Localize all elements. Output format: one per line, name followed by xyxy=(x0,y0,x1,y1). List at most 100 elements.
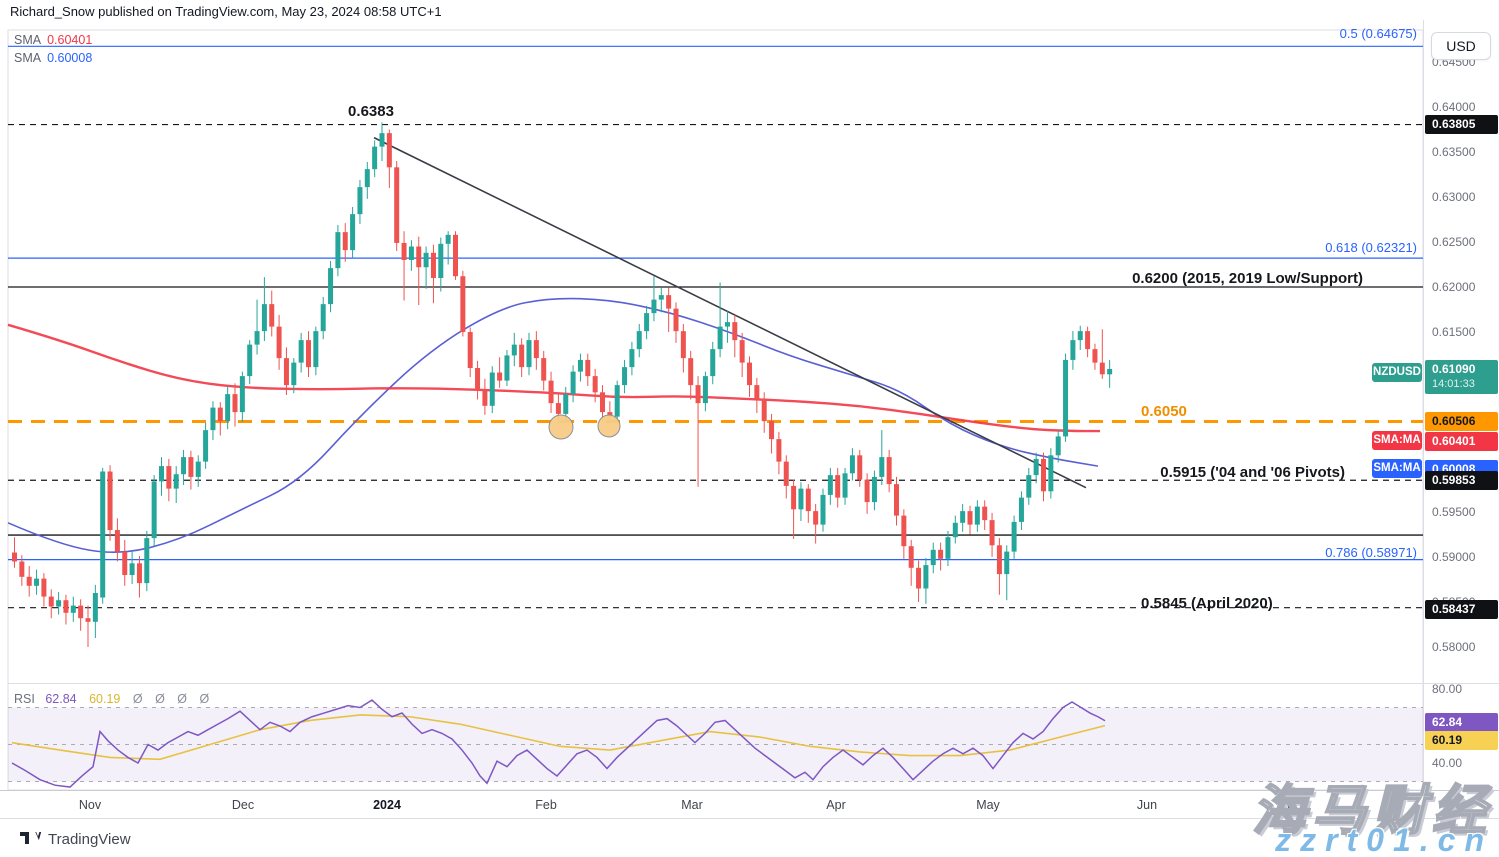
candle xyxy=(276,326,282,359)
candle xyxy=(533,340,539,359)
rsi-ma-line xyxy=(11,714,1106,761)
candle xyxy=(820,494,826,525)
month-label-2024: 2024 xyxy=(373,798,401,812)
candle xyxy=(181,457,187,475)
candle xyxy=(886,457,892,485)
candle xyxy=(857,455,863,480)
candle xyxy=(225,394,231,422)
candle xyxy=(967,511,973,525)
candle xyxy=(526,340,532,368)
candle xyxy=(239,376,245,413)
watermark-cjk: 海马财经 xyxy=(1251,780,1492,842)
candle xyxy=(283,358,289,386)
candle xyxy=(401,242,407,261)
candle xyxy=(592,376,598,393)
candle xyxy=(732,322,738,341)
candle xyxy=(813,511,819,525)
candle xyxy=(232,394,238,413)
sma1-label: SMA xyxy=(14,33,42,47)
candle xyxy=(864,479,870,503)
candle xyxy=(1048,455,1054,492)
price-axis-badge: 0.60506 xyxy=(1425,411,1498,431)
candle xyxy=(1033,458,1039,476)
candle xyxy=(1011,521,1017,552)
month-label-Dec: Dec xyxy=(231,798,255,812)
price-axis-badge: 0.58437 xyxy=(1425,599,1498,619)
candle xyxy=(945,537,951,559)
candle xyxy=(188,457,194,477)
candle xyxy=(41,578,47,597)
candle xyxy=(842,473,848,498)
candle xyxy=(783,461,789,486)
month-label-Jul: Jul xyxy=(1281,798,1297,812)
level-annotation: 0.786 (0.58971) xyxy=(1325,545,1417,560)
price-tick-label: 0.63500 xyxy=(1432,145,1476,160)
symbol-axis-badge: NZDUSD xyxy=(1372,363,1422,382)
candle xyxy=(63,600,69,613)
candle xyxy=(386,133,392,168)
candle xyxy=(504,355,510,381)
candle xyxy=(1004,551,1010,575)
candle xyxy=(710,349,716,377)
candle xyxy=(136,563,142,584)
candle xyxy=(570,371,576,395)
candle xyxy=(203,430,209,462)
candle xyxy=(739,340,745,363)
candle xyxy=(666,295,672,309)
candle xyxy=(982,506,988,521)
rsi-tick-label: 80.00 xyxy=(1432,682,1463,696)
candle xyxy=(78,605,84,619)
candle xyxy=(548,380,554,404)
candle xyxy=(827,475,833,495)
candle xyxy=(974,506,980,525)
currency-toggle-button[interactable]: USD xyxy=(1431,32,1491,60)
candle xyxy=(151,481,157,539)
price-axis-badge: 60.19 xyxy=(1425,730,1498,750)
candle xyxy=(577,359,583,372)
candle xyxy=(489,372,495,406)
candle xyxy=(467,332,473,369)
price-tick-label: 0.63000 xyxy=(1432,190,1476,205)
candle xyxy=(320,304,326,332)
candle xyxy=(835,475,841,498)
sma-red-line xyxy=(7,323,1100,433)
sma-legend-row-1: SMA 0.60401 xyxy=(14,31,92,49)
candle xyxy=(122,551,128,576)
candle xyxy=(879,457,885,477)
candle xyxy=(342,232,348,251)
candlestick-series xyxy=(12,122,1113,648)
candle xyxy=(34,578,40,586)
candle xyxy=(791,485,797,510)
candle xyxy=(159,466,164,482)
sma-blue-axis-badge: SMA:MA xyxy=(1372,459,1422,478)
sma1-value: 0.60401 xyxy=(47,33,93,47)
candle xyxy=(335,232,341,269)
rsi-line xyxy=(11,699,1106,788)
candle xyxy=(938,549,944,559)
candle xyxy=(702,376,708,404)
candle xyxy=(776,439,782,462)
candle xyxy=(717,326,723,350)
candle xyxy=(364,169,370,188)
candle xyxy=(930,549,936,566)
level-annotation: 0.5 (0.64675) xyxy=(1339,26,1417,41)
candle xyxy=(511,344,517,356)
candle xyxy=(166,466,172,489)
candle xyxy=(600,392,605,413)
price-tick-label: 0.61500 xyxy=(1432,325,1476,340)
rsi-legend[interactable]: RSI 62.84 60.19 Ø Ø Ø Ø xyxy=(14,692,209,706)
publish-header: Richard_Snow published on TradingView.co… xyxy=(10,4,442,19)
pivot-marker-2 xyxy=(597,414,621,438)
sma-legend[interactable]: SMA 0.60401 SMA 0.60008 xyxy=(14,31,92,67)
candle xyxy=(460,276,466,333)
candle xyxy=(908,546,914,568)
candle xyxy=(952,522,958,538)
candle xyxy=(372,146,378,170)
level-annotation: 0.6383 xyxy=(348,103,394,120)
level-annotation: 0.6050 xyxy=(1141,403,1187,420)
candle xyxy=(585,359,591,377)
candle xyxy=(916,567,922,589)
tradingview-logo[interactable]: TradingView xyxy=(20,831,131,848)
